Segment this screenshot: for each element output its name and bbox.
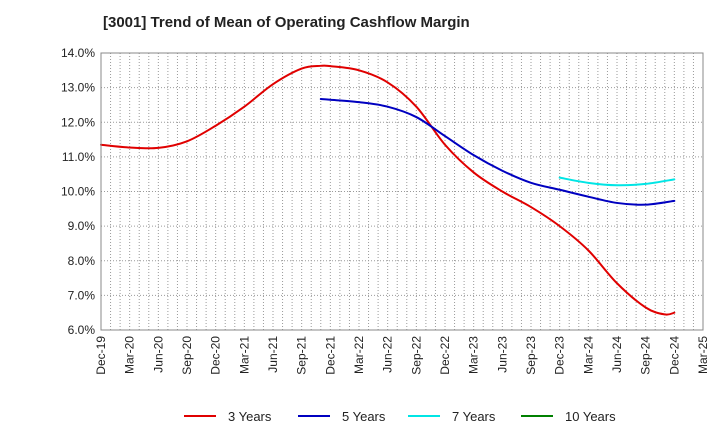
- series-line-7-years: [558, 176, 676, 187]
- x-tick-label: Sep-22: [409, 336, 423, 375]
- legend-label-5-years: 5 Years: [342, 408, 386, 424]
- legend-item-10-years: 10 Years: [521, 404, 616, 428]
- x-tick-label: Sep-21: [295, 336, 309, 375]
- legend: 3 Years 5 Years 7 Years 10 Years: [0, 404, 720, 428]
- x-tick-label: Sep-23: [524, 336, 538, 375]
- x-tick-label: Dec-20: [209, 336, 223, 375]
- x-tick-label: Jun-21: [266, 336, 280, 373]
- x-tick-label: Jun-23: [495, 336, 509, 373]
- x-tick-label: Dec-23: [553, 336, 567, 375]
- legend-label-3-years: 3 Years: [228, 408, 272, 424]
- x-tick-label: Mar-22: [352, 336, 366, 374]
- x-tick-label: Dec-21: [323, 336, 337, 375]
- x-tick-label: Mar-21: [237, 336, 251, 374]
- series-line-3-years: [100, 64, 676, 316]
- legend-label-10-years: 10 Years: [565, 408, 616, 424]
- y-tick-label: 12.0%: [61, 115, 95, 129]
- y-tick-label: 7.0%: [68, 288, 96, 302]
- legend-item-7-years: 7 Years: [408, 404, 495, 428]
- x-tick-label: Mar-24: [581, 336, 595, 374]
- plot-frame: [100, 52, 704, 331]
- y-tick-label: 13.0%: [61, 81, 95, 95]
- y-tick-label: 10.0%: [61, 185, 95, 199]
- x-tick-label: Dec-19: [94, 336, 108, 375]
- legend-swatch-5-years: [298, 415, 330, 417]
- x-tick-label: Sep-24: [639, 336, 653, 375]
- y-tick-label: 11.0%: [62, 150, 95, 164]
- legend-swatch-7-years: [408, 415, 440, 417]
- legend-item-3-years: 3 Years: [184, 404, 271, 428]
- legend-label-7-years: 7 Years: [452, 408, 496, 424]
- x-tick-label: Jun-24: [610, 336, 624, 373]
- x-tick-label: Jun-20: [151, 336, 165, 373]
- x-tick-label: Jun-22: [381, 336, 395, 373]
- y-tick-label: 8.0%: [68, 254, 96, 268]
- x-tick-label: Dec-22: [438, 336, 452, 375]
- legend-item-5-years: 5 Years: [298, 404, 385, 428]
- series-line-5-years: [319, 98, 676, 206]
- y-tick-label: 9.0%: [68, 219, 96, 233]
- x-tick-label: Sep-20: [180, 336, 194, 375]
- legend-swatch-3-years: [184, 415, 216, 417]
- x-tick-label: Dec-24: [667, 336, 681, 375]
- chart-title: [3001] Trend of Mean of Operating Cashfl…: [103, 14, 470, 31]
- y-tick-label: 6.0%: [68, 323, 96, 337]
- y-tick-label: 14.0%: [61, 46, 95, 60]
- legend-swatch-10-years: [521, 415, 553, 417]
- x-tick-label: Mar-20: [123, 336, 137, 374]
- x-tick-label: Mar-25: [696, 336, 710, 374]
- x-tick-label: Mar-23: [467, 336, 481, 374]
